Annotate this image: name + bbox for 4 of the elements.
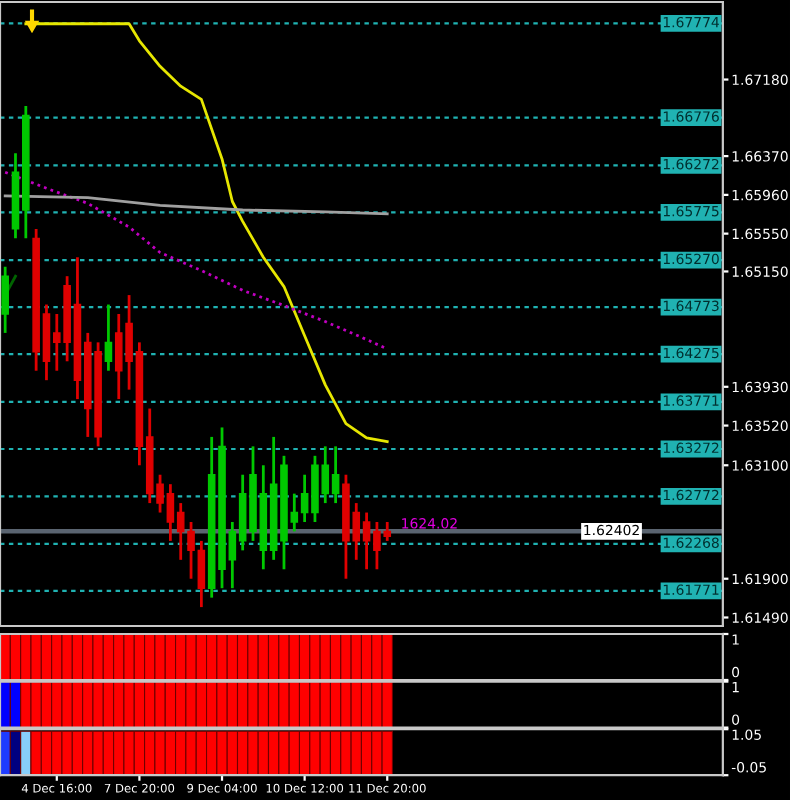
line-series: [3, 170, 389, 351]
line-series: [3, 194, 389, 216]
candlestick: [104, 303, 113, 373]
candlestick: [1, 265, 9, 335]
